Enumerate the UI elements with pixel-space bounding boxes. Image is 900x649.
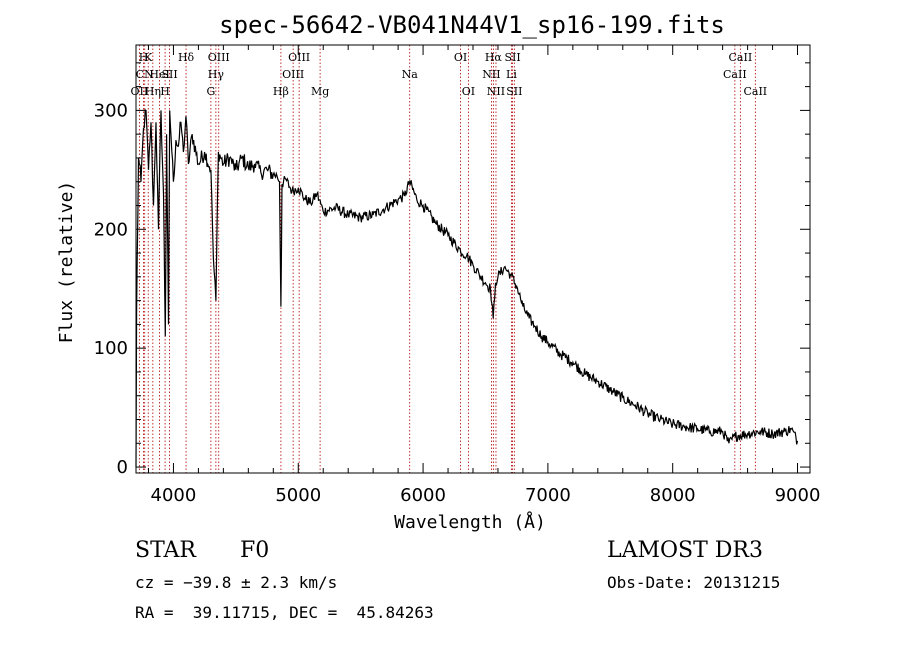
line-label: Hδ [178, 51, 195, 64]
y-tick-label: 300 [94, 100, 128, 121]
redshift-cz: cz = −39.8 ± 2.3 km/s [135, 573, 338, 592]
line-label: NII [487, 85, 505, 98]
y-axis-label: Flux (relative) [56, 181, 77, 344]
chart-title: spec-56642-VB041N44V1_sp16-199.fits [219, 11, 725, 39]
line-label: CaII [743, 85, 767, 98]
object-class: STAR [135, 538, 196, 563]
x-tick-label: 6000 [400, 485, 446, 506]
obs-date: Obs-Date: 20131215 [607, 573, 781, 592]
line-label: Hα [485, 51, 503, 64]
line-label: H [139, 51, 149, 64]
line-label: Li [506, 68, 517, 81]
line-label: Hη [145, 85, 161, 98]
y-tick-label: 200 [94, 219, 128, 240]
line-label: HeI [149, 68, 169, 81]
line-label: Mg [311, 85, 329, 98]
plot-frame [135, 44, 811, 474]
line-label: OII [131, 85, 149, 98]
x-axis-ticks: 4000 5000 6000 7000 8000 9000 [147, 45, 821, 506]
line-label: Hβ [273, 85, 289, 98]
line-label: SII [161, 68, 177, 81]
line-label: H [160, 85, 170, 98]
line-label: Hγ [208, 68, 225, 81]
x-axis-label: Wavelength (Å) [394, 511, 546, 533]
line-label: SII [506, 85, 522, 98]
line-label: SII [504, 51, 520, 64]
y-tick-label: 0 [117, 457, 128, 478]
line-label: OI [462, 85, 475, 98]
line-label: NII [482, 68, 500, 81]
object-subclass: F0 [240, 538, 270, 563]
x-tick-label: 9000 [775, 485, 821, 506]
line-label: CaII [729, 51, 753, 64]
line-label: OIII [282, 68, 304, 81]
emission-line-labels: OIIHCNKHηHeIHSIIHδGHγOIIIHβOIIIOIIIMgNaO… [131, 51, 768, 98]
spectrum-line [135, 109, 799, 468]
line-label: OIII [288, 51, 310, 64]
line-label: K [144, 51, 153, 64]
line-label: OIII [208, 51, 230, 64]
x-tick-label: 4000 [151, 485, 197, 506]
x-tick-label: 8000 [650, 485, 696, 506]
emission-line-markers [138, 45, 756, 473]
survey-name: LAMOST DR3 [607, 538, 763, 563]
ra-dec-coords: RA = 39.11715, DEC = 45.84263 [135, 603, 434, 622]
line-label: CN [136, 68, 154, 81]
line-label: OI [454, 51, 467, 64]
x-tick-label: 7000 [525, 485, 571, 506]
line-label: Na [402, 68, 419, 81]
x-tick-label: 5000 [275, 485, 321, 506]
line-label: CaII [723, 68, 747, 81]
line-label: G [206, 85, 215, 98]
y-axis-ticks: 0 100 200 300 [94, 62, 810, 478]
y-tick-label: 100 [94, 338, 128, 359]
